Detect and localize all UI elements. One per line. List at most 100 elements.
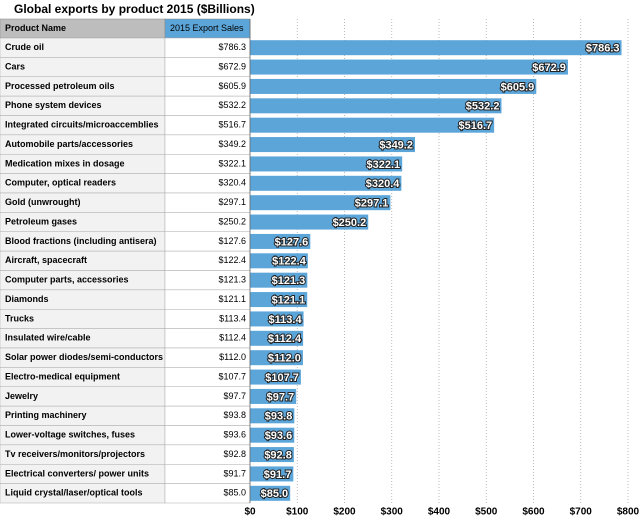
- bar-label: $349.2: [379, 139, 413, 151]
- bar: [250, 137, 415, 153]
- bar: [250, 233, 311, 249]
- chart-title: Global exports by product 2015 ($Billion…: [14, 2, 255, 16]
- table-value: $113.4: [219, 313, 246, 323]
- bar-label: $250.2: [333, 217, 367, 229]
- column-header: 2015 Export Sales: [170, 23, 244, 33]
- category-label: Insulated wire/cable: [5, 333, 91, 343]
- bar: [250, 427, 295, 443]
- bar: [250, 175, 402, 191]
- category-label: Liquid crystal/laser/optical tools: [5, 488, 143, 498]
- x-tick-label: $800: [617, 507, 640, 518]
- bar-label: $92.8: [264, 449, 292, 461]
- bar: [250, 195, 391, 211]
- bar: [250, 350, 303, 366]
- category-label: Crude oil: [5, 42, 44, 52]
- category-label: Blood fractions (including antisera): [5, 236, 157, 246]
- category-label: Computer parts, accessories: [5, 275, 129, 285]
- bar: [250, 388, 297, 404]
- bar: [250, 156, 403, 172]
- table-value: $320.4: [218, 178, 246, 188]
- bar-label: $672.9: [532, 62, 566, 74]
- category-label: Lower-voltage switches, fuses: [5, 430, 135, 440]
- category-label: Solar power diodes/semi-conductors: [5, 352, 163, 362]
- table-value: $91.7: [223, 468, 246, 478]
- bar-label: $93.8: [265, 411, 293, 423]
- bar: [250, 408, 295, 424]
- bar-label: $122.4: [272, 256, 307, 268]
- x-tick-label: $700: [570, 507, 593, 518]
- bar: [250, 447, 294, 463]
- table-value: $93.6: [223, 430, 246, 440]
- bar-label: $91.7: [264, 469, 292, 481]
- bar-label: $532.2: [466, 101, 500, 113]
- bar: [250, 59, 568, 75]
- bar-label: $320.4: [366, 178, 401, 190]
- category-label: Petroleum gases: [5, 216, 77, 226]
- x-tick-label: $300: [381, 507, 404, 518]
- category-label: Tv receivers/monitors/projectors: [5, 449, 145, 459]
- category-label: Phone system devices: [5, 100, 102, 110]
- table-value: $672.9: [218, 61, 246, 71]
- table-value: $516.7: [218, 120, 246, 130]
- bar: [250, 272, 308, 288]
- category-label: Printing machinery: [5, 410, 87, 420]
- table-value: $121.1: [218, 294, 246, 304]
- table-value: $107.7: [218, 371, 246, 381]
- table-value: $85.0: [223, 488, 246, 498]
- table-value: $297.1: [218, 197, 246, 207]
- x-tick-label: $100: [286, 507, 309, 518]
- bar-label: $297.1: [355, 198, 389, 210]
- category-label: Jewelry: [5, 391, 38, 401]
- bar: [250, 117, 495, 133]
- bar-label: $112.0: [268, 353, 301, 365]
- x-tick-label: $400: [428, 507, 451, 518]
- category-label: Integrated circuits/microaccemblies: [5, 120, 159, 130]
- table-value: $127.6: [218, 236, 246, 246]
- table-value: $786.3: [218, 42, 246, 52]
- category-label: Processed petroleum oils: [5, 81, 115, 91]
- table-value: $605.9: [218, 81, 246, 91]
- table-value: $349.2: [218, 139, 246, 149]
- category-label: Computer, optical readers: [5, 178, 116, 188]
- bar: [250, 78, 537, 94]
- bar-label: $605.9: [501, 81, 535, 93]
- category-label: Automobile parts/accessories: [5, 139, 133, 149]
- table-value: $322.1: [218, 158, 246, 168]
- bar-label: $97.7: [267, 391, 295, 403]
- table-value: $532.2: [218, 100, 246, 110]
- category-label: Diamonds: [5, 294, 49, 304]
- x-tick-label: $600: [522, 507, 545, 518]
- table-value: $250.2: [218, 216, 246, 226]
- bar-label: $85.0: [261, 488, 289, 500]
- column-header: Product Name: [5, 23, 66, 33]
- category-label: Electrical converters/ power units: [5, 468, 149, 478]
- category-label: Gold (unwrought): [5, 197, 80, 207]
- bar-label: $322.1: [367, 159, 401, 171]
- bar: [250, 369, 301, 385]
- category-label: Trucks: [5, 313, 34, 323]
- bar-label: $107.7: [265, 372, 299, 384]
- bar: [250, 214, 369, 230]
- bar-label: $121.3: [272, 275, 306, 287]
- x-tick-label: $500: [475, 507, 498, 518]
- bar: [250, 292, 308, 308]
- bar: [250, 466, 294, 482]
- category-label: Aircraft, spacecraft: [5, 255, 87, 265]
- table-value: $122.4: [218, 255, 246, 265]
- table-value: $121.3: [218, 275, 246, 285]
- bar: [250, 311, 304, 327]
- bar: [250, 98, 502, 114]
- x-tick-label: $0: [244, 507, 256, 518]
- bar: [250, 330, 304, 346]
- bar-label: $121.1: [272, 294, 306, 306]
- bar-label: $786.3: [586, 43, 620, 55]
- table-value: $97.7: [223, 391, 246, 401]
- table-value: $93.8: [223, 410, 246, 420]
- bar-label: $113.4: [269, 314, 303, 326]
- bar-label: $112.4: [268, 333, 302, 345]
- category-label: Cars: [5, 61, 25, 71]
- table-value: $112.4: [219, 333, 246, 343]
- table-value: $112.0: [219, 352, 246, 362]
- category-label: Medication mixes in dosage: [5, 158, 125, 168]
